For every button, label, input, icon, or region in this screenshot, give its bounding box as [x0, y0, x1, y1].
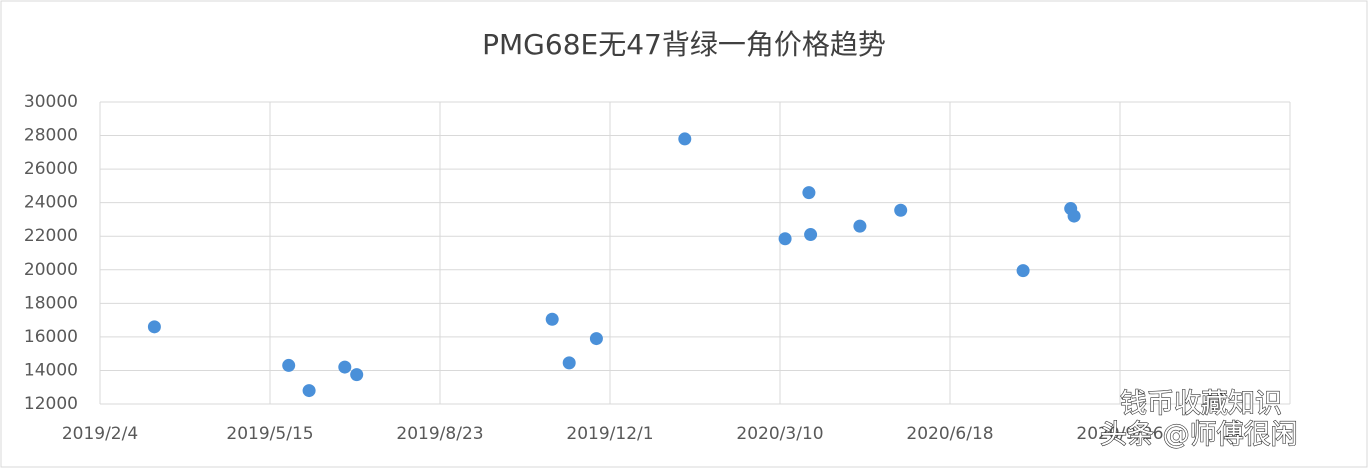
y-tick-label: 22000	[24, 226, 78, 246]
point	[804, 228, 818, 242]
y-tick-label: 18000	[24, 293, 78, 313]
x-tick-label: 2019/5/15	[226, 424, 313, 444]
chart-title: PMG68E无47背绿一角价格趋势	[482, 28, 886, 61]
point	[894, 203, 908, 217]
watermark-source: 头条 @师傅很闲	[1100, 420, 1298, 451]
y-tick-label: 26000	[24, 159, 78, 179]
point	[802, 186, 816, 200]
point	[778, 232, 792, 246]
watermark-account: 钱币收藏知识	[1120, 389, 1282, 420]
x-tick-label: 2019/2/4	[62, 424, 138, 444]
point	[282, 358, 296, 372]
point	[678, 132, 692, 146]
x-tick-label: 2020/3/10	[736, 424, 823, 444]
y-tick-label: 14000	[24, 360, 78, 380]
point	[302, 384, 316, 398]
y-tick-label: 24000	[24, 193, 78, 213]
point	[1016, 264, 1030, 278]
x-tick-label: 2020/9/26	[1076, 424, 1163, 444]
point	[147, 320, 161, 334]
x-tick-label: 2019/8/23	[396, 424, 483, 444]
point	[1067, 209, 1081, 223]
point	[350, 368, 364, 382]
y-tick-label: 16000	[24, 327, 78, 347]
x-tick-label: 2019/12/1	[566, 424, 653, 444]
point	[562, 356, 576, 370]
y-tick-label: 30000	[24, 92, 78, 112]
y-tick-label: 12000	[24, 394, 78, 414]
point	[589, 332, 603, 346]
point	[338, 360, 352, 374]
y-tick-label: 20000	[24, 260, 78, 280]
point	[853, 219, 867, 233]
x-tick-label: 2020/6/18	[906, 424, 993, 444]
y-tick-label: 28000	[24, 126, 78, 146]
point	[545, 312, 559, 326]
